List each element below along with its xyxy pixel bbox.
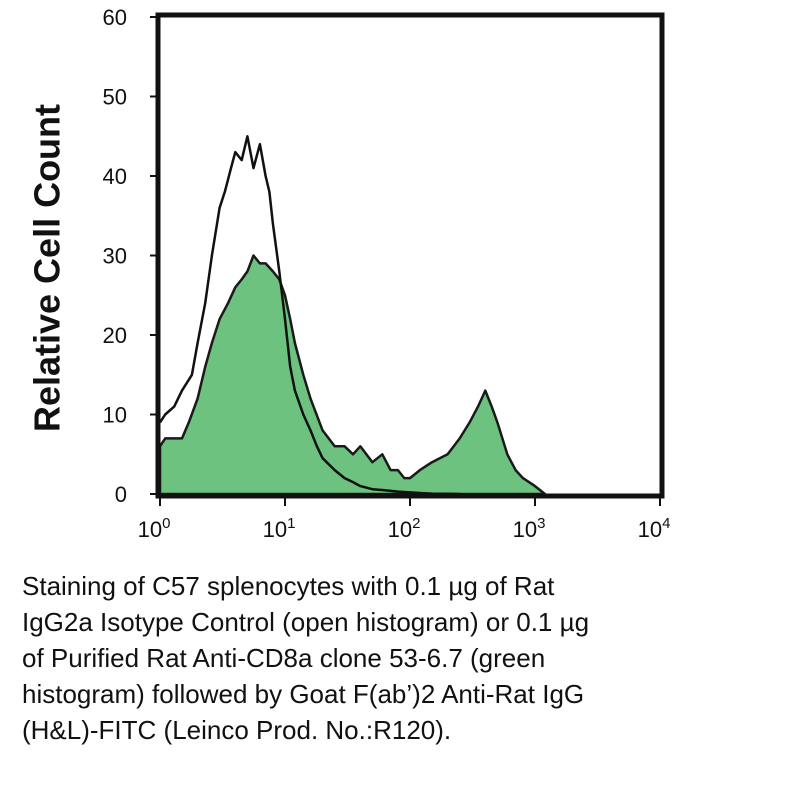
y-axis-label: Relative Cell Count xyxy=(27,104,68,432)
y-tick-label: 20 xyxy=(103,323,127,348)
y-tick-label: 40 xyxy=(103,164,127,189)
x-tick-label: 104 xyxy=(638,515,671,542)
x-tick-label: 103 xyxy=(513,515,546,542)
caption-line: histogram) followed by Goat F(ab’)2 Anti… xyxy=(22,679,585,709)
caption-line: of Purified Rat Anti-CD8a clone 53-6.7 (… xyxy=(22,643,546,673)
y-tick-label: 60 xyxy=(103,5,127,30)
y-tick-label: 30 xyxy=(103,244,127,269)
y-tick-label: 0 xyxy=(115,482,127,507)
caption-line: IgG2a Isotype Control (open histogram) o… xyxy=(22,607,590,637)
open-histogram-series xyxy=(158,135,460,496)
x-tick-label: 101 xyxy=(263,515,296,542)
axis-layer: 0 10 20 30 40 50 60 100 101 102 103 104 xyxy=(103,5,671,542)
x-tick-label: 100 xyxy=(138,515,171,542)
y-tick-label: 50 xyxy=(103,85,127,110)
x-tick-label: 102 xyxy=(388,515,421,542)
caption-line: (H&L)-FITC (Leinco Prod. No.:R120). xyxy=(22,715,452,745)
y-tick-label: 10 xyxy=(103,403,127,428)
caption-line: Staining of C57 splenocytes with 0.1 µg … xyxy=(22,571,555,601)
green-histogram-series xyxy=(158,254,547,496)
plot-layer xyxy=(158,135,547,496)
histogram-chart: 0 10 20 30 40 50 60 100 101 102 103 104 Relative Ce… xyxy=(27,5,671,542)
figure-caption: Staining of C57 splenocytes with 0.1 µg … xyxy=(22,568,792,748)
